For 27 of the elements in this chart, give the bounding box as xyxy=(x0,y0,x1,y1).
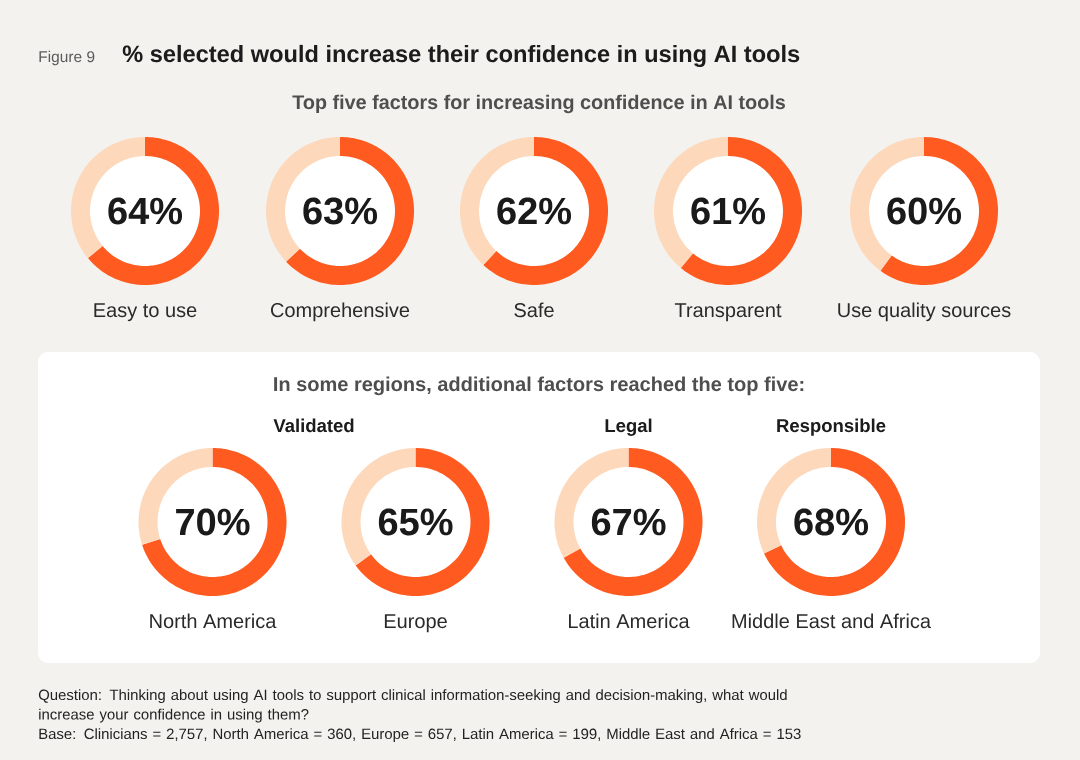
text: Top five factors for increasing confidence in AI tools xyxy=(292,94,785,114)
chart-title: Responsible xyxy=(777,418,886,436)
data-label: 68% xyxy=(794,508,869,536)
data-label: 64% xyxy=(108,197,183,225)
data-label: 61% xyxy=(691,197,766,225)
slice-label: Europe xyxy=(384,614,447,633)
data-label: 60% xyxy=(887,197,962,225)
slice-label: Transparent xyxy=(674,303,782,322)
data-label: 65% xyxy=(378,508,453,536)
data-label: 62% xyxy=(497,197,572,225)
text: Question: Thinking about using AI tools to support clinical information-seeking and decision-making, what would increase your confidence in using them? xyxy=(38,689,787,723)
slice-label: Middle East and Africa xyxy=(732,613,932,629)
caption: Figure 9 xyxy=(39,50,95,66)
slice-label: Comprehensive xyxy=(270,302,410,322)
chart-title: Validated xyxy=(273,418,354,433)
data-label: 67% xyxy=(591,508,666,536)
slice-label: Latin America xyxy=(569,613,690,629)
slice-label: Use quality sources xyxy=(838,302,1011,322)
text: Base: Clinicians = 2,757, North America = 360, Europe = 657, Latin America = 199, Middle East and Africa = 153 xyxy=(39,728,801,743)
text: In some regions, additional factors reached the top five: xyxy=(274,376,804,396)
slice-label: Easy to use xyxy=(94,303,197,322)
slice-label: North America xyxy=(150,613,277,629)
slice-label: Safe xyxy=(514,302,554,318)
text: % selected would increase their confidence in using AI tools xyxy=(122,44,800,67)
data-label: 70% xyxy=(176,508,250,536)
data-label: 63% xyxy=(303,197,378,225)
chart-title: Legal xyxy=(605,418,652,436)
